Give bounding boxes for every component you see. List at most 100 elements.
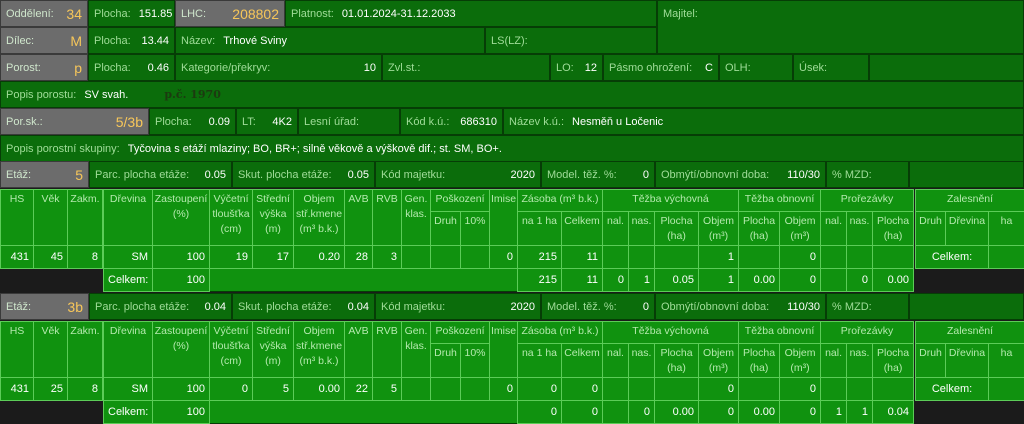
porost-field-value: p bbox=[74, 60, 82, 76]
nazev-ku-field-value: Nesměň u Ločenic bbox=[572, 116, 663, 128]
column-subheader: Celkem bbox=[562, 212, 603, 246]
etaz-label: Etáž: bbox=[6, 169, 31, 181]
etaz-field: Etáž:3b bbox=[0, 293, 89, 320]
column-header: Těžba výchovná bbox=[603, 190, 739, 212]
lesni-urad-field-label: Lesní úřad: bbox=[304, 116, 359, 128]
column-subheader: nal. bbox=[821, 344, 847, 378]
lhc-field-value: 208802 bbox=[232, 6, 279, 22]
plocha-porost-field: Plocha:0.46 bbox=[88, 54, 175, 81]
lhc-field-label: LHC: bbox=[181, 8, 206, 20]
mzd-field: % MZD: bbox=[826, 293, 909, 320]
skut-plocha-field-value: 0.04 bbox=[348, 301, 369, 313]
column-subheader: Plocha (ha) bbox=[655, 212, 699, 246]
column-subheader: 10% bbox=[461, 344, 490, 378]
blank-cell bbox=[210, 401, 518, 424]
table-cell: 5 bbox=[373, 378, 402, 401]
pasmo-field: Pásmo ohrožení:C bbox=[603, 54, 719, 81]
model-tez-field-label: Model. těž. %: bbox=[547, 301, 617, 313]
column-header: Objem stř.kmene (m³ b.k.) bbox=[294, 322, 345, 378]
lesni-urad-field: Lesní úřad: bbox=[298, 108, 400, 135]
column-header: AVB bbox=[345, 190, 373, 246]
total-cell: 0.00 bbox=[873, 269, 914, 292]
total-cell: 0.00 bbox=[739, 401, 780, 424]
table-cell: 0 bbox=[210, 378, 253, 401]
column-subheader: Plocha (ha) bbox=[739, 344, 780, 378]
column-header: Dřevina bbox=[104, 190, 153, 246]
column-subheader: Celkem bbox=[562, 344, 603, 378]
total-row: Celkem: bbox=[916, 246, 1024, 269]
total-cell: 0 bbox=[518, 401, 562, 424]
obmyti-field: Obmýtí/obnovní doba:110/30 bbox=[655, 161, 826, 188]
kategorie-field-label: Kategorie/překryv: bbox=[181, 62, 270, 74]
total-cell: 0 bbox=[629, 401, 655, 424]
table-cell bbox=[461, 246, 490, 269]
pasmo-field-label: Pásmo ohrožení: bbox=[609, 62, 692, 74]
total-cell: 0.05 bbox=[655, 269, 699, 292]
nazev-ku-field: Název k.ú.: Nesměň u Ločenic bbox=[503, 108, 1024, 135]
column-subheader: Druh bbox=[431, 344, 461, 378]
skut-plocha-field-value: 0.05 bbox=[348, 169, 369, 181]
plocha-porsk-field: Plocha:0.09 bbox=[149, 108, 236, 135]
table-cell: SM bbox=[104, 378, 153, 401]
table-cell: 22 bbox=[345, 378, 373, 401]
lt-field: LT:4K2 bbox=[236, 108, 298, 135]
column-subheader: Plocha (ha) bbox=[873, 344, 914, 378]
column-header: Objem stř.kmene (m³ b.k.) bbox=[294, 190, 345, 246]
table-cell: 0 bbox=[518, 378, 562, 401]
plocha-oddeleni-field-value: 151.85 bbox=[139, 8, 173, 20]
nazev-field-value: Trhové Sviny bbox=[223, 35, 287, 47]
table-cell bbox=[402, 378, 431, 401]
lhc-field: LHC: 208802 bbox=[175, 0, 285, 27]
table-cell: 0 bbox=[699, 378, 739, 401]
table-cell bbox=[431, 378, 461, 401]
column-subheader: Objem (m³) bbox=[699, 344, 739, 378]
porost-field-label: Porost: bbox=[6, 62, 41, 74]
lo-field-label: LO: bbox=[556, 62, 574, 74]
total-label: Celkem: bbox=[916, 246, 989, 269]
plocha-dilec-field-value: 13.44 bbox=[141, 35, 169, 47]
column-header: Dřevina bbox=[104, 322, 153, 378]
model-tez-field-value: 0 bbox=[643, 169, 649, 181]
total-cell: 0 bbox=[699, 401, 739, 424]
table-cell: 25 bbox=[34, 378, 68, 401]
etaz-field: Etáž:5 bbox=[0, 161, 89, 188]
ls-field: LS(LZ): bbox=[485, 27, 657, 54]
plocha-oddeleni-field-label: Plocha: bbox=[94, 8, 131, 20]
column-subheader: na 1 ha bbox=[518, 212, 562, 246]
usek-field-label: Úsek: bbox=[799, 62, 827, 74]
porost-field: Porost: p bbox=[0, 54, 88, 81]
skut-plocha-field-label: Skut. plocha etáže: bbox=[238, 169, 332, 181]
column-header: Gen. klas. bbox=[402, 190, 431, 246]
kod-majetku-field: Kód majetku:2020 bbox=[375, 293, 541, 320]
table-cell bbox=[603, 246, 629, 269]
etaz-value: 3b bbox=[67, 299, 83, 315]
total-cell bbox=[821, 269, 847, 292]
column-header: AVB bbox=[345, 322, 373, 378]
model-tez-field-value: 0 bbox=[643, 301, 649, 313]
model-tez-field-label: Model. těž. %: bbox=[547, 169, 617, 181]
column-subheader: nas. bbox=[847, 344, 873, 378]
popis-porostu-field: Popis porostu:SV svah.p.č. 1970 bbox=[0, 81, 1024, 108]
platnost-field-label: Platnost: bbox=[291, 8, 334, 20]
table-cell: 431 bbox=[1, 378, 34, 401]
kategorie-field: Kategorie/překryv: 10 bbox=[175, 54, 382, 81]
total-cell bbox=[603, 401, 629, 424]
parc-plocha-field: Parc. plocha etáže:0.05 bbox=[89, 161, 232, 188]
column-subheader: Dřevina bbox=[946, 212, 989, 246]
table-cell: 0.20 bbox=[294, 246, 345, 269]
nazev-ku-field-label: Název k.ú.: bbox=[509, 116, 564, 128]
column-subheader: Druh bbox=[431, 212, 461, 246]
oddeleni-field: Oddělení:34 bbox=[0, 0, 88, 27]
kategorie-field-value: 10 bbox=[364, 62, 376, 74]
empty-field bbox=[869, 54, 1024, 81]
table-cell: 431 bbox=[1, 246, 34, 269]
table-cell bbox=[847, 246, 873, 269]
obmyti-field-value: 110/30 bbox=[787, 301, 820, 313]
